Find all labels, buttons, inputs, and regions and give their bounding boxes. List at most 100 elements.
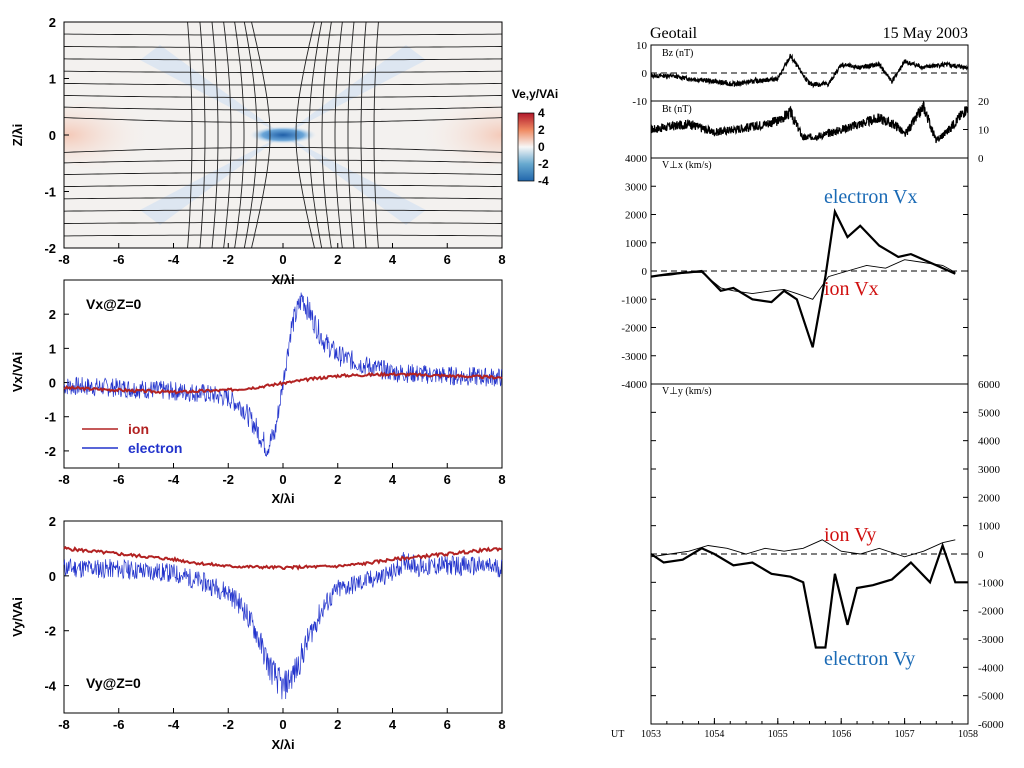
vx-tick-label: -1000	[621, 294, 647, 306]
y-tick-label: 0	[49, 569, 56, 584]
field-line	[334, 22, 343, 248]
x-tick-label: 2	[334, 717, 341, 732]
field-line	[243, 22, 258, 248]
ion-line	[63, 371, 503, 395]
y-tick-label: 2	[49, 307, 56, 322]
field-line	[64, 222, 502, 224]
geotail-lines	[650, 53, 969, 649]
colorbar	[517, 112, 535, 182]
y-tick-label: -1	[44, 410, 56, 425]
ion-vy-line	[650, 539, 956, 558]
field-line	[64, 82, 502, 86]
x-tick-label: -2	[222, 252, 234, 267]
vx-ylabel: Vx/VAi	[10, 352, 25, 392]
field-line	[234, 22, 245, 248]
vx-tick-label: 2000	[625, 210, 648, 222]
vx-axes: -8 -6 -4 -2 0 2 4 6 8 2 1 0 -1 -2	[44, 307, 505, 487]
bt-tick-label: 0	[978, 153, 984, 165]
vy-tick-label: 4000	[978, 436, 1001, 448]
x-tick-label: -4	[168, 717, 180, 732]
geotail-title: Geotail	[650, 25, 698, 42]
legend-ion: ion	[128, 421, 149, 437]
vy-tick-label: 5000	[978, 407, 1001, 419]
separatrix-ul	[140, 45, 283, 135]
contour-axes: -8 -6 -4 -2 0 2 4 6 8 2 1 0 -1 -2	[44, 15, 505, 267]
field-line	[211, 22, 219, 248]
ion-vy-label: ion Vy	[824, 524, 876, 546]
y-tick-label: -2	[44, 444, 56, 459]
vy-title: Vy@Z=0	[86, 675, 141, 691]
x-tick-label: -8	[58, 472, 70, 487]
vx-tick-label: 1000	[625, 238, 648, 250]
x-tick-label: 6	[444, 472, 451, 487]
colorbar-tick: 4	[538, 106, 545, 120]
field-line	[64, 209, 502, 212]
y-tick-label: -2	[44, 241, 56, 256]
electron-vy-label: electron Vy	[824, 648, 915, 670]
contour-xlabel: X/λi	[271, 272, 294, 287]
field-line	[64, 46, 502, 48]
colorbar-tick: -2	[538, 157, 549, 171]
field-line	[223, 22, 232, 248]
y-tick-label: -1	[44, 185, 56, 200]
vperpy-panel	[650, 383, 969, 725]
field-line	[64, 184, 502, 188]
y-tick-label: -2	[44, 624, 56, 639]
y-tick-label: 1	[49, 341, 56, 356]
vperpy-label: V⊥y (km/s)	[662, 386, 712, 397]
electron-line	[63, 552, 503, 700]
vy-tick-label: 6000	[978, 379, 1001, 391]
field-line	[64, 58, 502, 61]
field-line	[64, 147, 502, 153]
electron-vx-line	[650, 208, 956, 348]
x-tick-label: -8	[58, 717, 70, 732]
vy-axes: -8 -6 -4 -2 0 2 4 6 8 2 0 -2 -4	[44, 514, 505, 732]
vx-tick-label: -2000	[621, 323, 647, 335]
field-line	[64, 172, 502, 176]
colorbar-ticks: 4 2 0 -2 -4	[538, 106, 549, 188]
vx-lines	[63, 292, 503, 458]
colorbar-label: Ve,y/VAi	[512, 87, 558, 101]
bt-label: Bt (nT)	[662, 104, 692, 115]
positive-region-right	[390, 100, 502, 170]
ion-vx-line	[650, 259, 956, 300]
bz-label: Bz (nT)	[662, 48, 693, 59]
y-tick-label: 2	[49, 514, 56, 529]
x-tick-label: -8	[58, 252, 70, 267]
time-tick-label: 1057	[895, 729, 915, 740]
vx-title: Vx@Z=0	[86, 296, 142, 312]
field-line	[308, 22, 323, 248]
x-tick-label: 6	[444, 717, 451, 732]
x-tick-label: 0	[279, 717, 286, 732]
field-line	[64, 197, 502, 200]
vy-tick-label: -5000	[978, 691, 1004, 703]
vx-tick-label: 4000	[625, 153, 648, 165]
x-tick-label: -6	[113, 472, 125, 487]
bz-tick-label: 0	[642, 68, 648, 80]
x-tick-label: 2	[334, 252, 341, 267]
geotail-axes: 10 0 -10 20 10 0 4000 3000 2000 1000 0 -1000 -2000 -3…	[621, 40, 1004, 740]
x-tick-label: 8	[498, 252, 505, 267]
field-line	[64, 159, 502, 164]
separatrix-ur	[283, 45, 426, 135]
x-tick-label: 4	[389, 472, 397, 487]
vy-tick-label: 1000	[978, 521, 1001, 533]
bz-line	[650, 53, 969, 89]
electron-core	[249, 126, 317, 144]
x-tick-label: 2	[334, 472, 341, 487]
x-tick-label: 6	[444, 252, 451, 267]
vy-panel: -8 -6 -4 -2 0 2 4 6 8 2 0 -2 -4 Vy@Z=0 Vy/VAi X/λi	[10, 514, 506, 752]
x-tick-label: -2	[222, 717, 234, 732]
contour-panel: -8 -6 -4 -2 0 2 4 6 8 2 1 0 -1 -2 Z/λi Ve,y/VAi 4 2 0 -2…	[10, 15, 558, 267]
positive-region-left	[64, 100, 180, 170]
field-line	[64, 70, 502, 73]
separatrix-lr	[283, 135, 426, 225]
bz-tick-label: 10	[636, 40, 648, 52]
colorbar-tick: 2	[538, 123, 545, 137]
time-tick-label: 1058	[958, 729, 978, 740]
y-tick-label: 0	[49, 128, 56, 143]
field-line	[64, 117, 502, 123]
legend-electron: electron	[128, 440, 182, 456]
vy-ylabel: Vy/VAi	[10, 597, 25, 637]
vperpx-label: V⊥x (km/s)	[662, 160, 712, 171]
